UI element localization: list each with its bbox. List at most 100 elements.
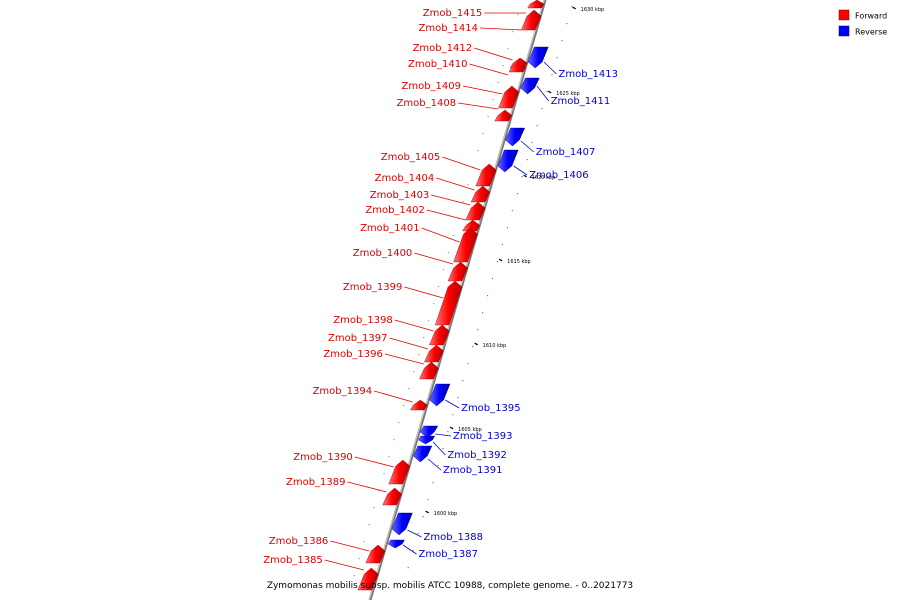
gene-feature[interactable] [419, 361, 439, 380]
gene-label[interactable]: Zmob_1404 [375, 173, 435, 184]
grid-dot [447, 252, 450, 254]
gene-label[interactable]: Zmob_1387 [419, 549, 479, 560]
gene-label[interactable]: Zmob_1413 [559, 69, 619, 80]
grid-dot [417, 533, 419, 535]
gene-label[interactable]: Zmob_1397 [328, 333, 388, 344]
gene-label[interactable]: Zmob_1386 [269, 536, 329, 547]
gene-label[interactable]: Zmob_1405 [381, 152, 441, 163]
grid-dot [502, 65, 504, 67]
gene-label[interactable]: Zmob_1406 [529, 170, 589, 181]
gene-label[interactable]: Zmob_1409 [401, 81, 461, 92]
grid-dot [403, 405, 405, 407]
gene-label[interactable]: Zmob_1385 [263, 555, 323, 566]
gene-label-connector [469, 63, 509, 76]
gene-label[interactable]: Zmob_1388 [424, 532, 484, 543]
gene-feature[interactable] [520, 77, 540, 95]
gene-label[interactable]: Zmob_1407 [536, 147, 596, 158]
gene-label-connector [324, 559, 364, 571]
gene-label-connector [421, 227, 460, 243]
gene-feature[interactable] [391, 512, 413, 536]
grid-dot [497, 82, 499, 84]
gene-feature[interactable] [382, 487, 402, 506]
gene-label[interactable]: Zmob_1396 [323, 349, 383, 360]
grid-dot [486, 295, 489, 297]
gene-label[interactable]: Zmob_1401 [360, 223, 420, 234]
gene-feature[interactable] [508, 61, 527, 73]
gene-feature[interactable] [365, 544, 386, 564]
grid-dot [571, 6, 573, 8]
gene-label[interactable]: Zmob_1415 [423, 8, 483, 19]
gene-feature[interactable] [420, 425, 439, 439]
gene-label[interactable]: Zmob_1399 [343, 282, 403, 293]
gene-label[interactable]: Zmob_1389 [286, 477, 346, 488]
grid-dot [442, 269, 445, 271]
gene-feature[interactable] [357, 567, 379, 591]
legend-forward-swatch [838, 9, 850, 21]
grid-dot [521, 176, 523, 178]
gene-label[interactable]: Zmob_1402 [365, 205, 425, 216]
scale-tick [425, 510, 429, 514]
gene-label[interactable]: Zmob_1411 [551, 96, 611, 107]
gene-label-connector [404, 286, 444, 299]
gene-label-connector [414, 252, 454, 265]
gene-label[interactable]: Zmob_1414 [418, 23, 478, 34]
gene-label-connector [402, 544, 417, 555]
grid-dot [418, 354, 420, 356]
gene-label[interactable]: Zmob_1395 [461, 403, 521, 414]
gene-label[interactable]: Zmob_1400 [353, 248, 413, 259]
scale-tick [523, 174, 527, 178]
grid-dot [428, 320, 430, 322]
gene-feature[interactable] [387, 539, 405, 549]
gene-label[interactable]: Zmob_1403 [370, 190, 430, 201]
gene-label-connector [543, 61, 557, 75]
gene-label-connector [436, 177, 475, 191]
gene-feature[interactable] [413, 445, 433, 463]
scale-ticks: 1630 kbp 1625 kbp 1620 kbp 1615 kbp 1610 kbp… [425, 6, 604, 517]
gene-feature[interactable] [410, 399, 428, 411]
grid-dot [467, 184, 469, 186]
grid-dot [442, 448, 444, 450]
gene-label-connector [330, 540, 370, 552]
gene-label[interactable]: Zmob_1398 [333, 315, 393, 326]
gene-label[interactable]: Zmob_1412 [413, 43, 473, 54]
gene-label-connector [435, 433, 452, 437]
gene-label-connector [427, 458, 442, 471]
gene-feature[interactable] [497, 149, 519, 173]
grid-dot [531, 142, 533, 144]
grid-dot [427, 499, 429, 501]
gene-label[interactable]: Zmob_1391 [443, 465, 503, 476]
grid-dot [517, 14, 519, 16]
gene-label-connector [394, 319, 434, 332]
scale-tick-label: 1620 kbp [532, 175, 556, 181]
gene-feature[interactable] [521, 9, 542, 31]
gene-feature[interactable] [527, 0, 545, 9]
gene-label[interactable]: Zmob_1410 [408, 59, 468, 70]
gene-feature[interactable] [505, 127, 526, 147]
gene-feature[interactable] [429, 383, 451, 407]
gene-feature[interactable] [388, 459, 411, 485]
grid-dot [452, 414, 454, 416]
scale-tick-label: 1625 kbp [556, 91, 580, 97]
grid-dot [462, 201, 464, 203]
grid-dot [457, 218, 459, 220]
gene-feature[interactable] [498, 85, 520, 109]
gene-label[interactable]: Zmob_1408 [397, 98, 457, 109]
grid-dot [536, 125, 538, 127]
gene-label[interactable]: Zmob_1390 [293, 452, 353, 463]
gene-feature[interactable] [418, 435, 436, 445]
gene-label[interactable]: Zmob_1393 [453, 431, 513, 442]
gene-features [357, 0, 549, 591]
gene-label[interactable]: Zmob_1392 [447, 450, 507, 461]
grid-dot [422, 516, 424, 518]
gene-label[interactable]: Zmob_1394 [313, 386, 373, 397]
grid-dot [437, 465, 439, 467]
scale-tick [449, 426, 454, 430]
grid-dot [423, 337, 425, 339]
gene-label-connector [432, 441, 446, 456]
grid-dot [526, 159, 528, 161]
gene-feature[interactable] [527, 46, 549, 69]
gene-feature[interactable] [494, 109, 513, 122]
scale-tick-label: 1605 kbp [458, 427, 482, 433]
gene-label-connector [389, 337, 429, 350]
grid-dot [432, 482, 434, 484]
